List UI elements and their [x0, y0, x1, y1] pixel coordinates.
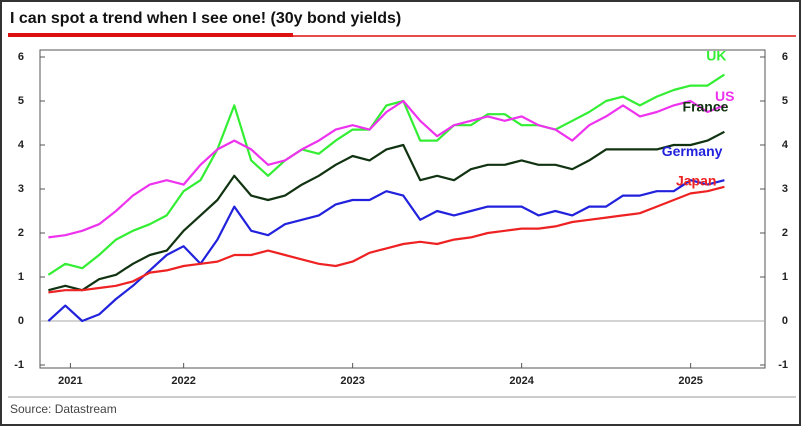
- series-line: [47, 179, 725, 323]
- legend-label: Germany: [662, 143, 723, 159]
- series-line: [48, 185, 725, 294]
- legend-label: France: [683, 99, 729, 115]
- y-tick-label: 4: [18, 139, 25, 151]
- legend-label: Japan: [676, 173, 716, 189]
- series-line: [47, 73, 726, 276]
- y2-tick-label: 3: [782, 183, 788, 195]
- y2-tick-label: 4: [782, 139, 789, 151]
- x-tick-label: 2025: [678, 375, 702, 387]
- y2-tick-label: 1: [782, 271, 788, 283]
- series-line: [48, 99, 725, 239]
- y-tick-label: 1: [18, 271, 24, 283]
- y2-tick-label: 5: [782, 95, 788, 107]
- y2-tick-label: 0: [782, 315, 788, 327]
- y-tick-label: 6: [18, 51, 24, 63]
- x-tick-label: 2022: [171, 375, 195, 387]
- chart-title: I can spot a trend when I see one! (30y …: [10, 10, 401, 27]
- y-tick-label: 2: [18, 227, 24, 239]
- source-note: Source: Datastream: [10, 402, 117, 416]
- y-tick-label: 0: [18, 315, 24, 327]
- y2-tick-label: 6: [782, 51, 788, 63]
- y2-tick-label: 2: [782, 227, 788, 239]
- y-tick-label: 5: [18, 95, 24, 107]
- series-line: [48, 130, 725, 292]
- y-tick-label: -1: [14, 359, 24, 371]
- legend-label: US: [715, 88, 734, 104]
- legend-label: UK: [706, 47, 726, 63]
- plot-frame: [39, 49, 766, 369]
- y-tick-label: 3: [18, 183, 24, 195]
- x-tick-label: 2023: [340, 375, 364, 387]
- x-tick-label: 2021: [58, 375, 82, 387]
- x-tick-label: 2024: [509, 375, 534, 387]
- y2-tick-label: -1: [778, 359, 788, 371]
